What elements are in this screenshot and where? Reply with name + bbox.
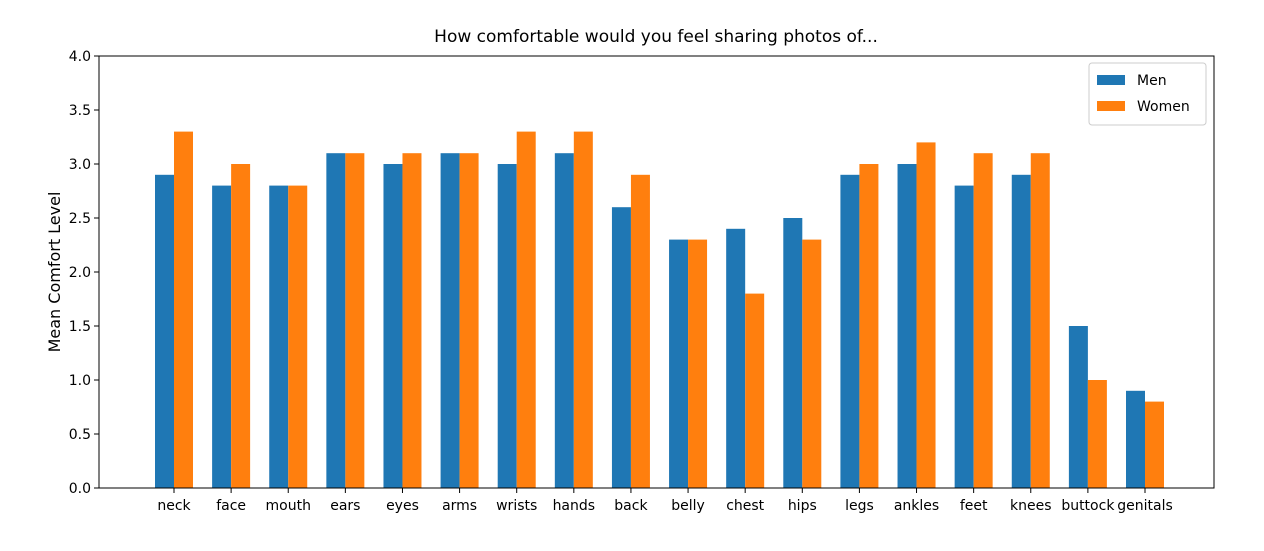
y-tick-label: 0.5 bbox=[69, 427, 91, 443]
x-tick-label: genitals bbox=[1117, 498, 1173, 514]
x-tick-label: buttock bbox=[1061, 498, 1115, 514]
bar bbox=[174, 131, 193, 488]
bar bbox=[916, 142, 936, 488]
bar bbox=[1126, 390, 1145, 488]
legend-label: Women bbox=[1137, 99, 1190, 115]
legend-swatch bbox=[1097, 75, 1125, 85]
y-tick-label: 3.0 bbox=[69, 157, 91, 173]
bar bbox=[573, 131, 593, 488]
bar bbox=[954, 185, 974, 488]
bar bbox=[212, 185, 232, 488]
y-tick-label: 3.5 bbox=[69, 103, 91, 119]
legend-label: Men bbox=[1137, 73, 1167, 89]
y-tick-label: 2.5 bbox=[69, 211, 91, 227]
chart-title: How comfortable would you feel sharing p… bbox=[434, 27, 878, 47]
x-tick-label: eyes bbox=[386, 498, 419, 514]
bar bbox=[802, 239, 822, 488]
bar bbox=[1030, 153, 1050, 488]
plot-frame bbox=[98, 55, 1215, 489]
x-tick-label: legs bbox=[845, 498, 874, 514]
x-tick-label: arms bbox=[442, 498, 477, 514]
y-tick-label: 4.0 bbox=[69, 49, 91, 65]
bar bbox=[497, 164, 517, 488]
bar bbox=[973, 153, 993, 488]
bar bbox=[383, 164, 403, 488]
bar bbox=[897, 164, 917, 488]
bar bbox=[326, 153, 346, 488]
y-tick-label: 0.0 bbox=[69, 481, 91, 497]
bar bbox=[840, 174, 860, 489]
bar bbox=[611, 207, 631, 488]
x-tick-label: chest bbox=[726, 498, 764, 514]
x-tick-label: feet bbox=[960, 498, 988, 514]
x-tick-label: wrists bbox=[496, 498, 537, 514]
legend-swatch bbox=[1097, 101, 1125, 111]
bar bbox=[745, 293, 765, 488]
y-tick-label: 1.0 bbox=[69, 373, 91, 389]
bar bbox=[288, 185, 308, 488]
bar bbox=[1087, 380, 1107, 488]
bar bbox=[1011, 174, 1031, 489]
x-tick-label: ears bbox=[330, 498, 360, 514]
bar bbox=[669, 239, 689, 488]
bar bbox=[155, 174, 174, 489]
bar bbox=[440, 153, 460, 488]
x-tick-label: neck bbox=[157, 498, 191, 514]
bar bbox=[859, 164, 879, 488]
x-tick-label: knees bbox=[1010, 498, 1052, 514]
bar bbox=[783, 218, 803, 488]
x-tick-label: back bbox=[614, 498, 648, 514]
bar bbox=[345, 153, 365, 488]
bar bbox=[554, 153, 574, 488]
bar bbox=[688, 239, 708, 488]
bar bbox=[459, 153, 479, 488]
bar bbox=[1068, 326, 1088, 488]
x-tick-label: hips bbox=[788, 498, 817, 514]
bar bbox=[630, 174, 650, 489]
bar bbox=[269, 185, 289, 488]
bar bbox=[516, 131, 536, 488]
y-tick-label: 2.0 bbox=[69, 265, 91, 281]
x-tick-label: face bbox=[216, 498, 246, 514]
x-tick-label: belly bbox=[671, 498, 705, 514]
x-tick-label: ankles bbox=[894, 498, 939, 514]
x-tick-label: mouth bbox=[266, 498, 311, 514]
bar bbox=[231, 164, 251, 488]
bar bbox=[1145, 401, 1164, 488]
y-tick-label: 1.5 bbox=[69, 319, 91, 335]
bar bbox=[402, 153, 422, 488]
x-tick-label: hands bbox=[553, 498, 596, 514]
bar bbox=[726, 228, 746, 489]
y-axis-label: Mean Comfort Level bbox=[45, 192, 64, 353]
